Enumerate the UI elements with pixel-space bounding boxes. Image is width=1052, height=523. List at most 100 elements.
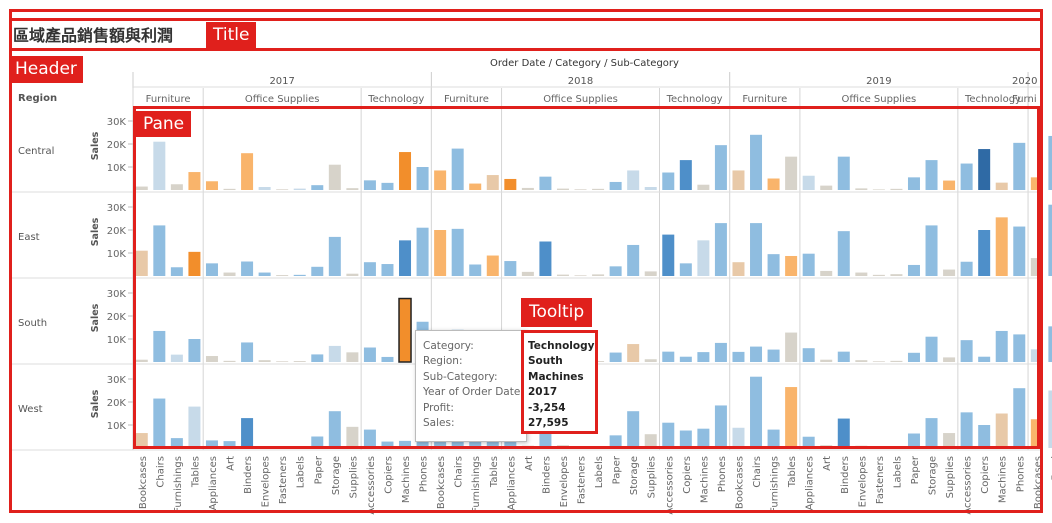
bar[interactable] <box>363 262 376 276</box>
bar[interactable] <box>153 225 166 276</box>
bar[interactable] <box>767 429 780 448</box>
bar[interactable] <box>293 274 306 276</box>
bar[interactable] <box>258 187 271 190</box>
bar[interactable] <box>907 352 920 362</box>
bar[interactable] <box>1013 388 1026 448</box>
bar[interactable] <box>679 430 692 448</box>
bar[interactable] <box>767 178 780 191</box>
bar[interactable] <box>205 440 218 448</box>
bar[interactable] <box>872 189 885 190</box>
bar[interactable] <box>451 148 464 190</box>
bar[interactable] <box>311 266 324 276</box>
bar[interactable] <box>188 251 201 276</box>
bar[interactable] <box>539 241 552 277</box>
bar[interactable] <box>311 354 324 362</box>
bar[interactable] <box>1030 177 1043 190</box>
bar[interactable] <box>1048 204 1052 276</box>
bar[interactable] <box>293 188 306 190</box>
bar[interactable] <box>153 330 166 362</box>
bar[interactable] <box>521 271 534 276</box>
bar[interactable] <box>293 361 306 362</box>
bar[interactable] <box>346 352 359 362</box>
bar[interactable] <box>592 361 605 362</box>
bar[interactable] <box>556 188 569 190</box>
bar[interactable] <box>328 345 341 362</box>
bar[interactable] <box>750 346 763 362</box>
bar[interactable] <box>381 441 394 448</box>
bar[interactable] <box>697 240 710 276</box>
bar[interactable] <box>399 440 412 448</box>
bar[interactable] <box>592 446 605 448</box>
bar[interactable] <box>820 445 833 448</box>
bar[interactable] <box>750 134 763 190</box>
bar[interactable] <box>381 182 394 190</box>
bar[interactable] <box>644 271 657 276</box>
bar[interactable] <box>469 264 482 277</box>
bar[interactable] <box>241 418 254 448</box>
bar[interactable] <box>399 152 412 190</box>
bar[interactable] <box>995 182 1008 190</box>
bar[interactable] <box>205 181 218 190</box>
bar[interactable] <box>1013 226 1026 276</box>
bar[interactable] <box>311 436 324 449</box>
bar[interactable] <box>785 332 798 362</box>
bar[interactable] <box>311 185 324 190</box>
bar[interactable] <box>627 344 640 362</box>
bar[interactable] <box>679 160 692 190</box>
bar[interactable] <box>960 340 973 362</box>
bar[interactable] <box>978 356 991 362</box>
bar[interactable] <box>995 330 1008 362</box>
bar[interactable] <box>592 274 605 276</box>
bar[interactable] <box>276 361 289 362</box>
bar[interactable] <box>416 227 429 276</box>
bar[interactable] <box>925 160 938 190</box>
bar[interactable] <box>153 398 166 448</box>
bar[interactable] <box>662 234 675 276</box>
bar[interactable] <box>188 339 201 362</box>
bar[interactable] <box>539 176 552 190</box>
bar[interactable] <box>960 261 973 276</box>
bar[interactable] <box>943 269 956 276</box>
bar[interactable] <box>434 170 447 190</box>
bar[interactable] <box>574 447 587 448</box>
bar[interactable] <box>837 156 850 190</box>
bar[interactable] <box>890 446 903 448</box>
bar[interactable] <box>802 175 815 190</box>
bar[interactable] <box>855 445 868 448</box>
bar[interactable] <box>258 360 271 362</box>
bar[interactable] <box>241 261 254 276</box>
bar[interactable] <box>714 342 727 362</box>
bar[interactable] <box>732 262 745 276</box>
bar[interactable] <box>820 185 833 190</box>
bar[interactable] <box>276 189 289 190</box>
bar[interactable] <box>855 272 868 276</box>
bar[interactable] <box>416 167 429 190</box>
bar[interactable] <box>662 422 675 448</box>
bar[interactable] <box>223 360 236 362</box>
bar[interactable] <box>170 184 183 190</box>
bar[interactable] <box>328 411 341 448</box>
bar[interactable] <box>504 261 517 276</box>
bar[interactable] <box>785 387 798 448</box>
bar[interactable] <box>363 429 376 448</box>
bar[interactable] <box>328 164 341 190</box>
bar[interactable] <box>504 178 517 190</box>
bar[interactable] <box>837 351 850 362</box>
bar[interactable] <box>381 264 394 276</box>
bar[interactable] <box>469 183 482 190</box>
bar[interactable] <box>943 433 956 448</box>
bar[interactable] <box>872 274 885 276</box>
bar[interactable] <box>978 230 991 276</box>
bar[interactable] <box>662 351 675 362</box>
bar[interactable] <box>627 411 640 448</box>
bar[interactable] <box>241 342 254 362</box>
bar[interactable] <box>750 376 763 448</box>
bar[interactable] <box>556 274 569 276</box>
bar[interactable] <box>662 172 675 190</box>
bar[interactable] <box>697 428 710 448</box>
bar[interactable] <box>188 406 201 448</box>
bar[interactable] <box>802 348 815 362</box>
bar[interactable] <box>679 356 692 362</box>
bar[interactable] <box>434 230 447 276</box>
bar[interactable] <box>627 170 640 190</box>
